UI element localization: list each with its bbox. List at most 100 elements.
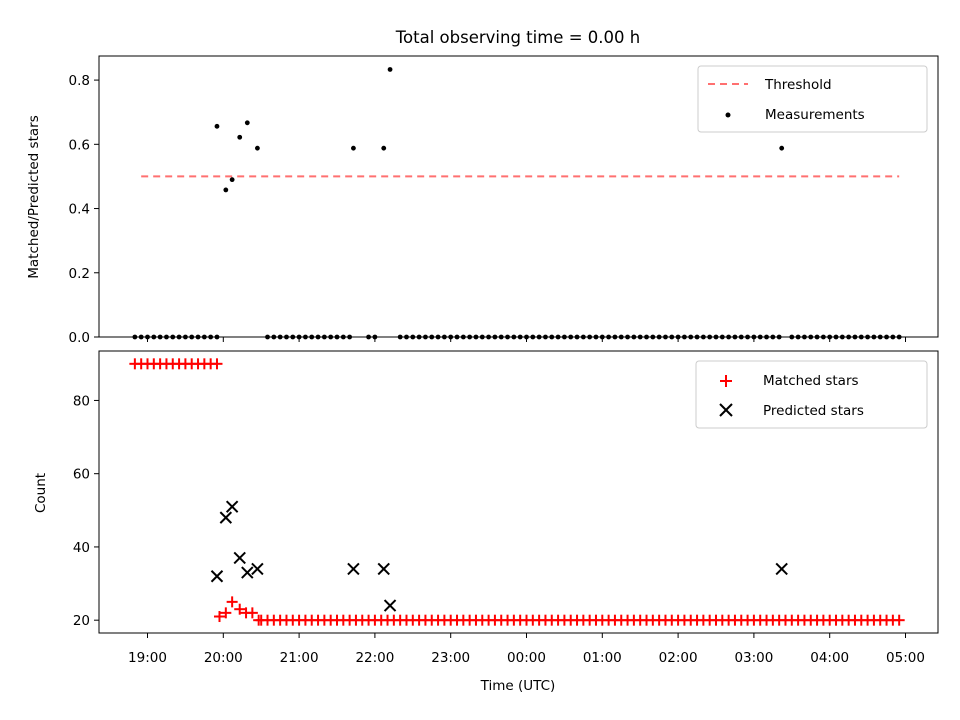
measurement-point: [580, 334, 586, 340]
measurement-point: [688, 334, 694, 340]
measurement-point: [460, 334, 466, 340]
measurement-point: [404, 334, 409, 340]
measurement-point: [732, 334, 738, 340]
measurement-point: [814, 334, 820, 340]
measurement-point: [719, 334, 725, 340]
matched-star-point: [246, 607, 258, 619]
measurement-point: [511, 334, 517, 340]
measurement-point: [745, 334, 750, 340]
measurement-point: [505, 334, 510, 340]
measurement-point: [290, 334, 296, 340]
predicted-star-point: [233, 551, 246, 565]
measurement-point: [423, 334, 428, 340]
matched-star-point: [214, 611, 226, 623]
measurement-point: [631, 334, 637, 340]
top-y-tick-label: 0.0: [69, 330, 90, 346]
measurement-point: [852, 334, 858, 340]
measurement-point: [896, 334, 902, 340]
measurement-point: [170, 334, 176, 340]
top-panel: 0.00.20.40.60.8 Matched/Predicted stars …: [26, 55, 939, 346]
measurement-point: [694, 334, 700, 340]
measurement-point: [498, 334, 504, 340]
matched-star-point: [234, 603, 246, 615]
measurement-point: [164, 334, 169, 340]
measurement-point: [543, 334, 548, 340]
measurement-point: [726, 334, 732, 340]
measurement-point: [789, 334, 795, 340]
measurement-point: [372, 334, 378, 340]
measurement-point: [871, 334, 877, 340]
measurement-point: [820, 334, 826, 340]
measurement-point: [416, 334, 422, 340]
measurement-point: [201, 334, 207, 340]
measurement-point: [492, 334, 498, 340]
measurement-point: [448, 334, 454, 340]
measurement-point: [833, 334, 839, 340]
chart-title: Total observing time = 0.00 h: [395, 28, 640, 47]
measurement-point: [296, 334, 302, 340]
top-y-axis-label: Matched/Predicted stars: [26, 115, 42, 278]
measurement-point: [682, 334, 687, 340]
measurement-point: [606, 334, 612, 340]
measurement-point: [271, 334, 277, 340]
measurement-point: [839, 334, 845, 340]
measurement-point: [650, 334, 656, 340]
measurement-point: [381, 145, 387, 151]
measurement-point: [757, 334, 763, 340]
measurement-point: [265, 334, 270, 340]
measurement-point: [229, 177, 235, 183]
matched-star-point: [211, 358, 223, 370]
measurement-point: [562, 334, 567, 340]
predicted-star-point: [225, 500, 239, 513]
measurement-point: [637, 334, 643, 340]
measurement-point: [473, 334, 479, 340]
measurement-point: [237, 134, 243, 140]
measurement-point: [479, 334, 485, 340]
measurement-point: [802, 334, 807, 340]
measurement-point: [593, 334, 599, 340]
measurement-point: [858, 334, 864, 340]
measurement-point: [884, 334, 889, 340]
x-tick-label: 04:00: [810, 650, 849, 666]
measurement-point: [700, 334, 706, 340]
top-y-tick-label: 0.4: [69, 202, 90, 218]
legend-predicted-swatch: [719, 403, 733, 417]
measurement-point: [486, 334, 491, 340]
legend-measurements-swatch: [725, 112, 731, 118]
bottom-x-axis: 19:00 20:00 21:00 22:00 23:00 00:00 01:00 02:00…: [128, 633, 925, 666]
predicted-star-point: [377, 562, 390, 576]
predicted-star-point: [251, 562, 264, 576]
matched-star-point: [226, 596, 238, 608]
x-tick-label: 00:00: [507, 650, 546, 666]
measurement-point: [303, 334, 308, 340]
measurement-point: [599, 334, 605, 340]
measurement-point: [223, 187, 229, 193]
x-tick-label: 21:00: [280, 650, 319, 666]
measurement-point: [524, 334, 529, 340]
measurement-point: [890, 334, 896, 340]
x-tick-label: 20:00: [204, 650, 243, 666]
measurement-point: [779, 145, 785, 151]
measurement-point: [132, 334, 138, 340]
legend-threshold-label: Threshold: [764, 77, 832, 93]
bottom-y-tick-label: 20: [73, 613, 90, 629]
x-tick-label: 22:00: [355, 650, 394, 666]
measurement-point: [244, 120, 250, 126]
legend-matched-label: Matched stars: [763, 373, 859, 389]
predicted-star-point: [210, 570, 224, 583]
measurement-point: [625, 334, 630, 340]
measurement-point: [321, 334, 327, 340]
matched-star-point: [220, 607, 232, 619]
measurement-point: [663, 334, 668, 340]
x-axis-label: Time (UTC): [480, 678, 556, 694]
measurement-point: [738, 334, 744, 340]
top-legend-box: [697, 65, 928, 133]
measurement-point: [587, 334, 593, 340]
predicted-star-point: [219, 511, 233, 524]
measurement-point: [574, 334, 580, 340]
measurement-point: [618, 334, 624, 340]
bottom-axes-frame: [98, 350, 939, 634]
x-tick-label: 03:00: [734, 650, 773, 666]
matched-stars-points: [129, 358, 905, 626]
